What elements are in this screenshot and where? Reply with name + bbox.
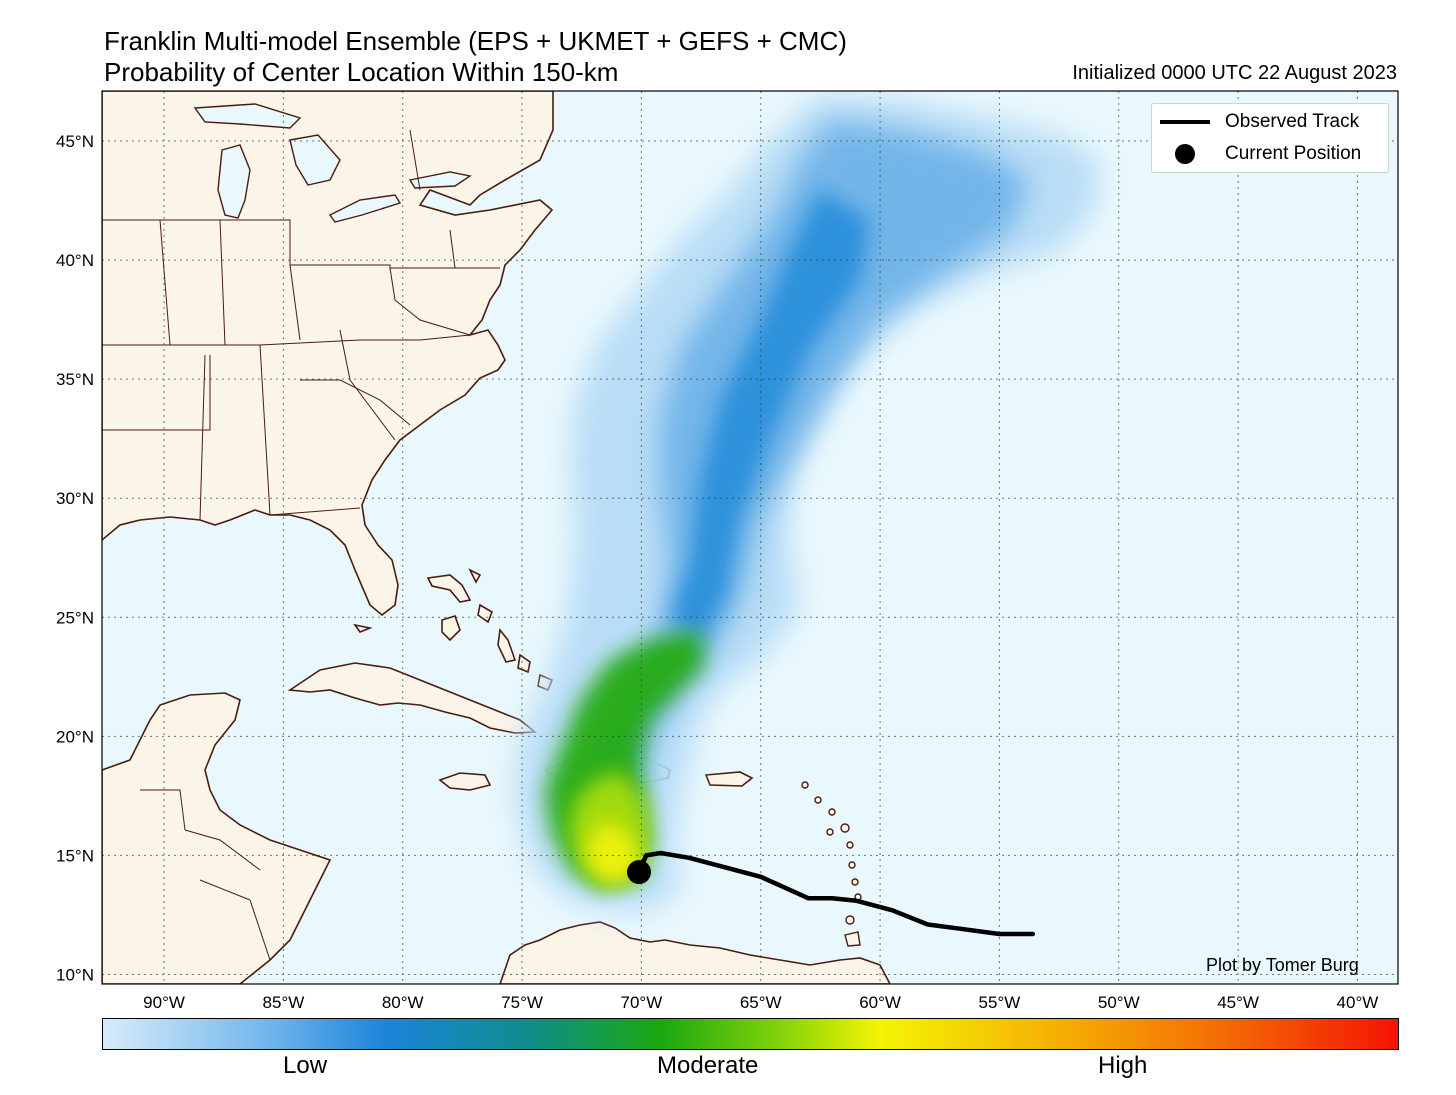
longitude-tick-label: 90°W bbox=[143, 993, 185, 1012]
colorbar-label-high: High bbox=[1098, 1052, 1148, 1079]
land-layer bbox=[102, 91, 891, 984]
chart-subtitle: Probability of Center Location Within 15… bbox=[104, 57, 619, 87]
lake-ontario bbox=[408, 171, 472, 189]
north-america-land bbox=[102, 91, 554, 617]
longitude-tick-label: 50°W bbox=[1098, 993, 1140, 1012]
longitude-tick-label: 75°W bbox=[501, 993, 543, 1012]
latitude-tick-label: 40°N bbox=[56, 251, 94, 270]
legend-current-position-label: Current Position bbox=[1225, 143, 1362, 164]
south-america-land bbox=[499, 921, 891, 984]
central-america-borders bbox=[140, 789, 271, 961]
probability-shading bbox=[515, 95, 1100, 910]
longitude-tick-label: 80°W bbox=[382, 993, 424, 1012]
plot-frame bbox=[101, 90, 1399, 985]
map-legend: Observed Track Current Position bbox=[1151, 103, 1389, 173]
lake-superior bbox=[193, 103, 302, 129]
chart-title: Franklin Multi-model Ensemble (EPS + UKM… bbox=[104, 26, 847, 56]
longitude-tick-labels: 90°W 85°W 80°W 75°W 70°W 65°W 60°W 55°W 50°W 45°W… bbox=[143, 993, 1378, 1012]
colorbar-label-moderate: Moderate bbox=[657, 1052, 759, 1079]
longitude-tick-label: 55°W bbox=[979, 993, 1021, 1012]
position-dot-swatch bbox=[1175, 144, 1195, 164]
latitude-tick-labels: 45°N 40°N 35°N 30°N 25°N 20°N 15°N 10°N bbox=[56, 132, 94, 984]
lake-erie bbox=[328, 194, 402, 223]
plot-credit: Plot by Tomer Burg bbox=[1206, 955, 1359, 975]
lesser-antilles bbox=[801, 781, 862, 925]
probability-blue-core bbox=[670, 190, 870, 640]
lake-huron bbox=[289, 134, 341, 186]
jamaica bbox=[438, 772, 492, 791]
legend-observed-track-label: Observed Track bbox=[1225, 111, 1360, 132]
latitude-tick-label: 45°N bbox=[56, 132, 94, 151]
latitude-tick-label: 20°N bbox=[56, 727, 94, 746]
latitude-tick-label: 15°N bbox=[56, 846, 94, 865]
longitude-tick-label: 70°W bbox=[621, 993, 663, 1012]
probability-yellow bbox=[585, 820, 640, 885]
bahamas bbox=[353, 568, 554, 692]
latitude-tick-label: 25°N bbox=[56, 608, 94, 627]
latitude-tick-label: 10°N bbox=[56, 965, 94, 984]
current-position-marker bbox=[627, 860, 652, 885]
initialization-time: Initialized 0000 UTC 22 August 2023 bbox=[1072, 62, 1397, 84]
latitude-tick-label: 30°N bbox=[56, 489, 94, 508]
puerto-rico bbox=[704, 771, 754, 787]
longitude-tick-label: 85°W bbox=[263, 993, 305, 1012]
longitude-tick-label: 45°W bbox=[1217, 993, 1259, 1012]
state-borders bbox=[102, 129, 500, 521]
observed-track-line bbox=[636, 850, 1036, 937]
longitude-tick-label: 40°W bbox=[1337, 993, 1379, 1012]
longitude-tick-label: 65°W bbox=[740, 993, 782, 1012]
legend-current-position: Current Position bbox=[1152, 141, 1388, 167]
lake-michigan bbox=[217, 144, 251, 219]
trinidad bbox=[844, 931, 861, 947]
latitude-tick-label: 35°N bbox=[56, 370, 94, 389]
cuba bbox=[287, 662, 538, 734]
longitude-tick-label: 60°W bbox=[859, 993, 901, 1012]
legend-observed-track: Observed Track bbox=[1152, 109, 1388, 135]
probability-colorbar bbox=[102, 1018, 1399, 1050]
track-line-swatch bbox=[1160, 120, 1210, 124]
colorbar-label-low: Low bbox=[283, 1052, 328, 1079]
gridlines bbox=[102, 91, 1398, 984]
